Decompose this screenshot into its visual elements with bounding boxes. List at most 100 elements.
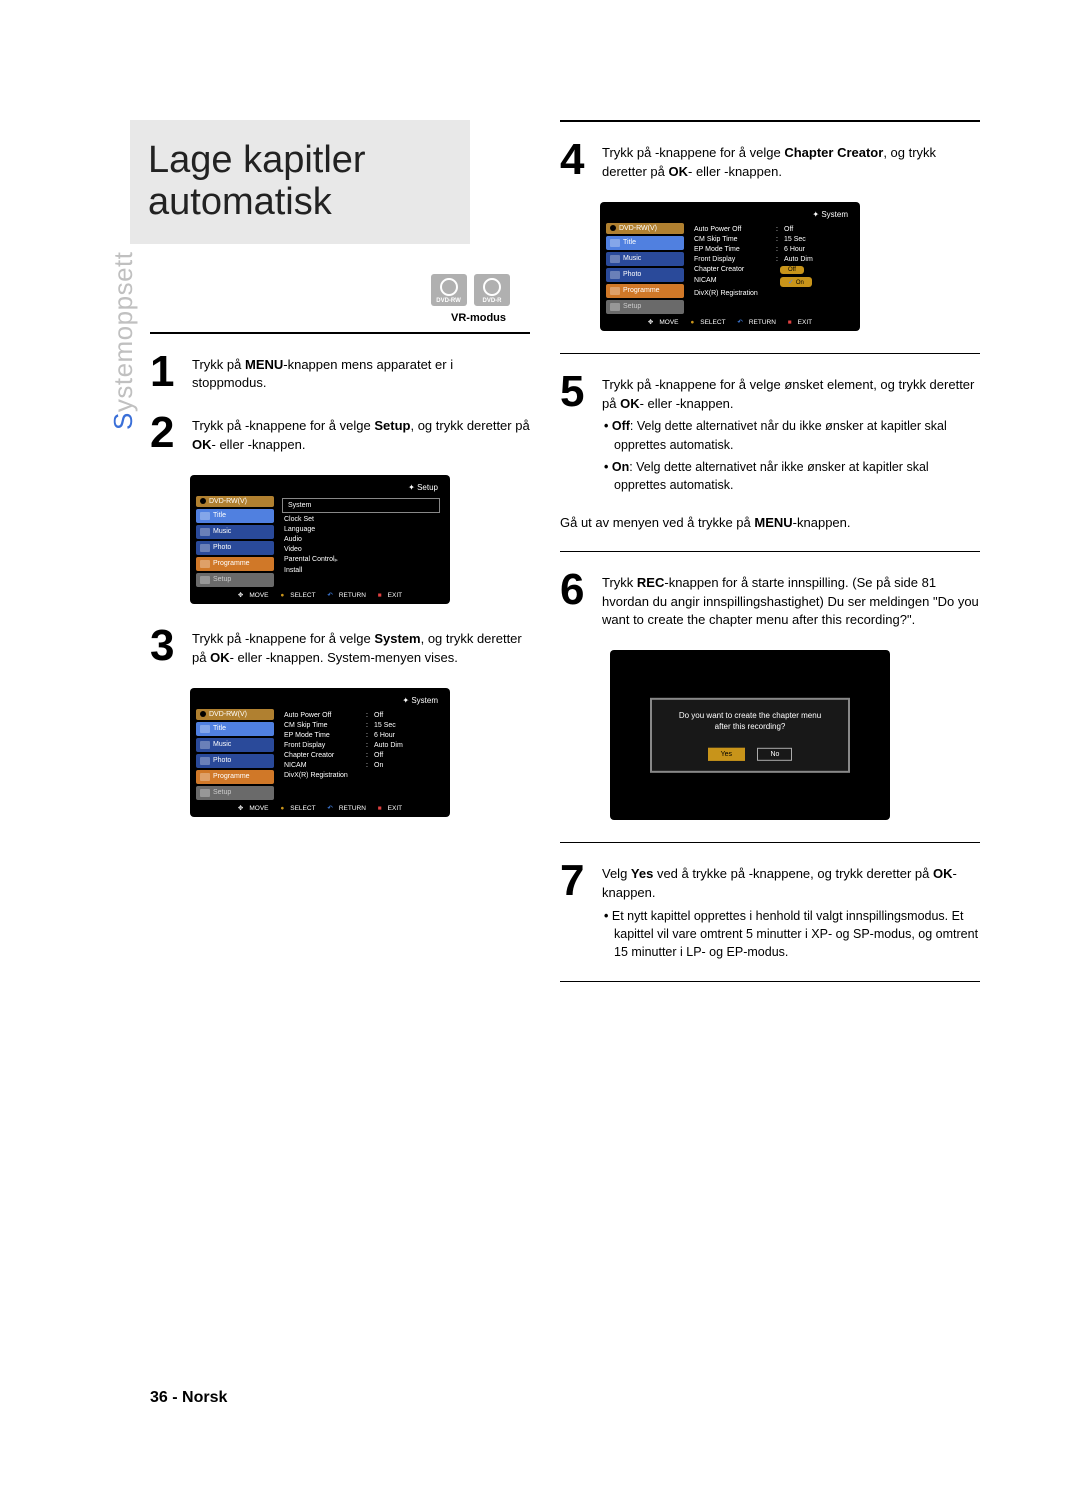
sys-row: CM Skip Time:15 Sec bbox=[282, 721, 440, 731]
sys-row: EP Mode Time:6 Hour bbox=[282, 731, 440, 741]
sys-row: Auto Power Off:Off bbox=[692, 225, 850, 235]
nav-photo: Photo bbox=[196, 541, 274, 555]
nav-title: Title bbox=[196, 509, 274, 523]
disc-badges: DVD-RW DVD-R bbox=[150, 274, 530, 306]
step-num: 6 bbox=[560, 570, 590, 631]
sys-row: Front Display:Auto Dim bbox=[282, 741, 440, 751]
nav-setup: Setup bbox=[196, 786, 274, 800]
step-body: Trykk REC-knappen for å starte innspilli… bbox=[602, 570, 980, 631]
menu-highlight: System bbox=[282, 498, 440, 513]
opt-on: On bbox=[780, 277, 812, 287]
screen-header: Setup bbox=[196, 481, 444, 496]
sys-row: DivX(R) Registration bbox=[692, 289, 850, 299]
disc-badge-dvdrw: DVD-RW bbox=[431, 274, 467, 306]
screen-content: Auto Power Off:Off CM Skip Time:15 Sec E… bbox=[274, 709, 444, 800]
nav-music: Music bbox=[606, 252, 684, 266]
screen-header: System bbox=[196, 694, 444, 709]
screen-nav: DVD-RW(V) Title Music Photo Programme Se… bbox=[606, 223, 684, 314]
nav-disc: DVD-RW(V) bbox=[196, 709, 274, 720]
exit-note: Gå ut av menyen ved å trykke på MENU-kna… bbox=[560, 514, 980, 533]
dialog-box: Do you want to create the chapter menu a… bbox=[650, 698, 850, 772]
system-screenshot-2: System DVD-RW(V) Title Music Photo Progr… bbox=[600, 202, 860, 331]
sys-row: Auto Power Off:Off bbox=[282, 711, 440, 721]
step-4: 4 Trykk på -knappene for å velge Chapter… bbox=[560, 140, 980, 182]
nav-music: Music bbox=[196, 738, 274, 752]
tab-rest: ystemoppsett bbox=[108, 252, 138, 413]
step-body: Trykk på -knappene for å velge ønsket el… bbox=[602, 372, 980, 494]
divider bbox=[150, 332, 530, 334]
nav-title: Title bbox=[606, 236, 684, 250]
step-6: 6 Trykk REC-knappen for å starte innspil… bbox=[560, 570, 980, 631]
sys-row: NICAM:On bbox=[282, 761, 440, 771]
nav-setup: Setup bbox=[196, 573, 274, 587]
nav-programme: Programme bbox=[196, 557, 274, 571]
screen-nav: DVD-RW(V) Title Music Photo Programme Se… bbox=[196, 496, 274, 587]
screen-header: System bbox=[606, 208, 854, 223]
tab-accent: S bbox=[108, 412, 138, 430]
step-body: Trykk på -knappene for å velge Chapter C… bbox=[602, 140, 980, 182]
opt-off: Off bbox=[780, 266, 804, 274]
sys-row: EP Mode Time:6 Hour bbox=[692, 245, 850, 255]
step-7: 7 Velg Yes ved å trykke på -knappene, og… bbox=[560, 861, 980, 961]
step-1: 1 Trykk på MENU-knappen mens apparatet e… bbox=[150, 352, 530, 394]
sys-row: DivX(R) Registration bbox=[282, 771, 440, 781]
screen-nav: DVD-RW(V) Title Music Photo Programme Se… bbox=[196, 709, 274, 800]
divider bbox=[560, 842, 980, 843]
nav-programme: Programme bbox=[606, 284, 684, 298]
bullet: On: Velg dette alternativet når ikke øns… bbox=[602, 458, 980, 494]
screen-footer: ✥MOVE ●SELECT ↶RETURN ■EXIT bbox=[606, 314, 854, 327]
step-num: 5 bbox=[560, 372, 590, 494]
dialog-buttons: Yes No bbox=[660, 742, 840, 760]
bullet: Off: Velg dette alternativet når du ikke… bbox=[602, 417, 980, 453]
dialog-yes: Yes bbox=[708, 747, 745, 760]
dialog-screenshot: Do you want to create the chapter menu a… bbox=[610, 650, 890, 820]
page-title-block: Lage kapitler automatisk bbox=[130, 120, 470, 244]
nav-disc: DVD-RW(V) bbox=[196, 496, 274, 507]
nav-music: Music bbox=[196, 525, 274, 539]
section-tab: Systemoppsett bbox=[108, 252, 139, 430]
dialog-text: Do you want to create the chapter menu a… bbox=[660, 710, 840, 732]
vr-modus-label: VR-modus bbox=[150, 312, 530, 324]
divider bbox=[560, 120, 980, 122]
sys-row: NICAMOn bbox=[692, 276, 850, 289]
step-5: 5 Trykk på -knappene for å velge ønsket … bbox=[560, 372, 980, 494]
sys-row: Chapter CreatorOff bbox=[692, 265, 850, 276]
screen-footer: ✥MOVE ●SELECT ↶RETURN ■EXIT bbox=[196, 800, 444, 813]
step-num: 1 bbox=[150, 352, 180, 394]
sys-row: Front Display:Auto Dim bbox=[692, 255, 850, 265]
menu-item: Install bbox=[282, 566, 440, 576]
screen-footer: ✥MOVE ●SELECT ↶RETURN ■EXIT bbox=[196, 587, 444, 600]
screen-content: Auto Power Off:Off CM Skip Time:15 Sec E… bbox=[684, 223, 854, 314]
divider bbox=[560, 551, 980, 552]
screen-content: System Clock Set Language Audio Video Pa… bbox=[274, 496, 444, 587]
step-num: 3 bbox=[150, 626, 180, 668]
step-num: 4 bbox=[560, 140, 590, 182]
menu-item: Audio bbox=[282, 535, 440, 545]
sys-row: Chapter Creator:Off bbox=[282, 751, 440, 761]
menu-item: Video bbox=[282, 545, 440, 555]
nav-photo: Photo bbox=[196, 754, 274, 768]
step-num: 7 bbox=[560, 861, 590, 961]
step-body: Trykk på -knappene for å velge Setup, og… bbox=[192, 413, 530, 455]
bullet: Et nytt kapittel opprettes i henhold til… bbox=[602, 907, 980, 961]
page-title: Lage kapitler automatisk bbox=[148, 140, 450, 224]
step-body: Velg Yes ved å trykke på -knappene, og t… bbox=[602, 861, 980, 961]
dialog-no: No bbox=[757, 747, 792, 760]
sys-row: CM Skip Time:15 Sec bbox=[692, 235, 850, 245]
divider bbox=[560, 353, 980, 354]
page-number: 36 - Norsk bbox=[150, 1389, 227, 1407]
menu-item: Language bbox=[282, 525, 440, 535]
nav-setup: Setup bbox=[606, 300, 684, 314]
menu-item: Parental Control ▸ bbox=[282, 555, 440, 566]
nav-programme: Programme bbox=[196, 770, 274, 784]
disc-badge-dvdr: DVD-R bbox=[474, 274, 510, 306]
step-2: 2 Trykk på -knappene for å velge Setup, … bbox=[150, 413, 530, 455]
divider bbox=[560, 981, 980, 982]
step-body: Trykk på MENU-knappen mens apparatet er … bbox=[192, 352, 530, 394]
step-body: Trykk på -knappene for å velge System, o… bbox=[192, 626, 530, 668]
nav-disc: DVD-RW(V) bbox=[606, 223, 684, 234]
setup-screenshot: Setup DVD-RW(V) Title Music Photo Progra… bbox=[190, 475, 450, 604]
system-screenshot-1: System DVD-RW(V) Title Music Photo Progr… bbox=[190, 688, 450, 817]
nav-title: Title bbox=[196, 722, 274, 736]
menu-item: Clock Set bbox=[282, 515, 440, 525]
